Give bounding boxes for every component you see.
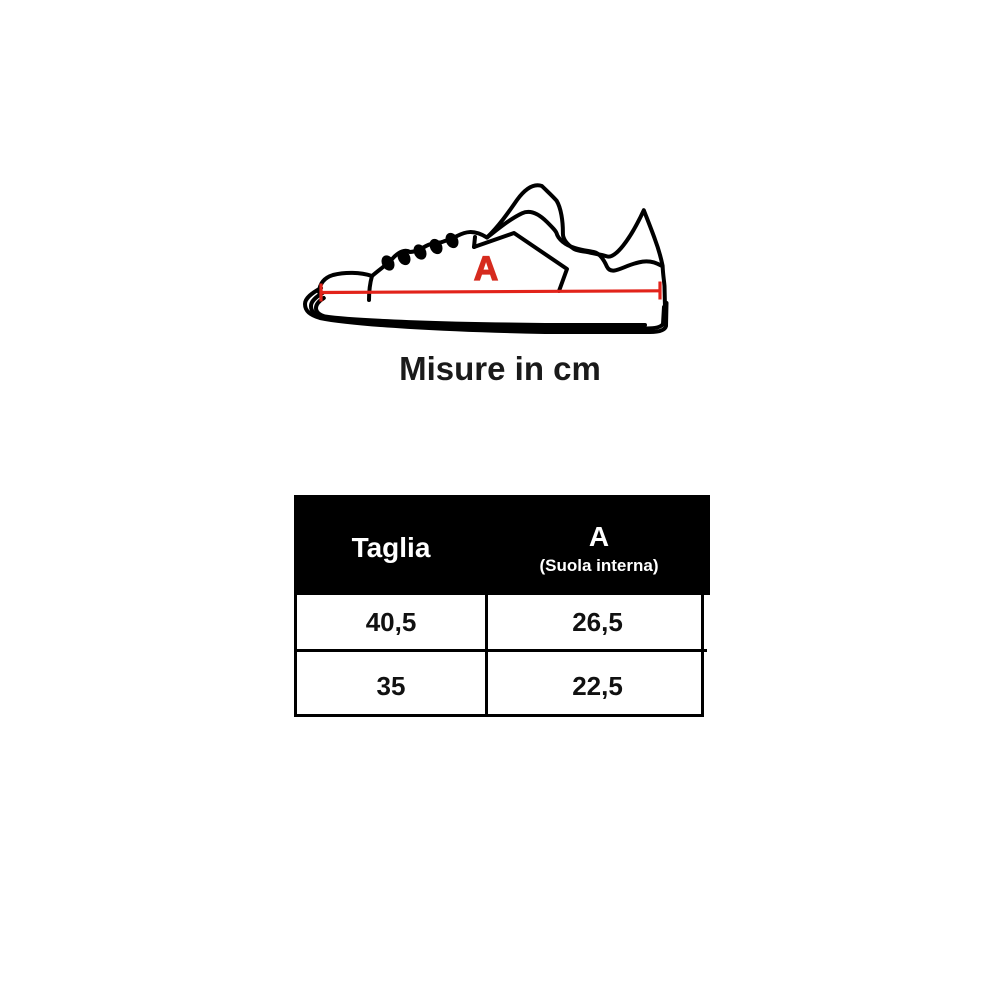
svg-text:A: A — [474, 250, 499, 288]
